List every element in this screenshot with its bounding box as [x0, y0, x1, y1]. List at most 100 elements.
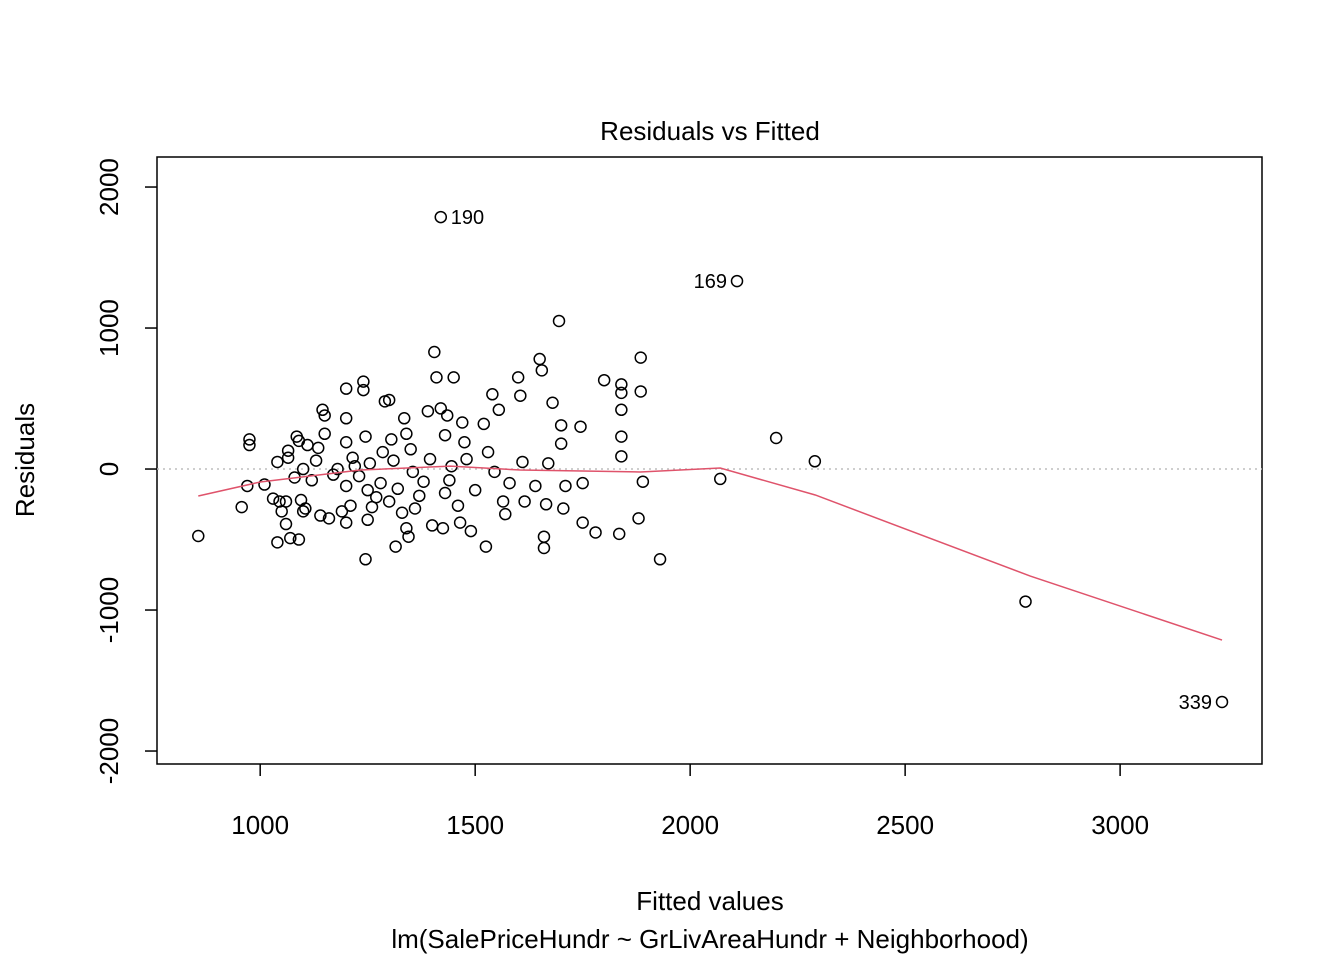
plot-frame — [156, 156, 1263, 765]
point — [434, 210, 448, 224]
point — [713, 472, 727, 486]
point — [574, 420, 587, 433]
point — [339, 435, 353, 449]
point — [359, 430, 372, 443]
point — [395, 506, 409, 519]
point — [634, 385, 647, 398]
point — [615, 430, 628, 443]
point — [496, 495, 510, 508]
x-axis-title: Fitted values — [636, 886, 783, 916]
point — [503, 476, 516, 490]
point-label: 339 — [1179, 692, 1212, 714]
point — [301, 438, 314, 452]
point — [235, 500, 248, 514]
point — [243, 438, 256, 452]
point — [359, 553, 372, 566]
point — [615, 450, 628, 463]
point — [357, 375, 370, 388]
point — [346, 451, 359, 465]
point — [425, 519, 439, 532]
point — [516, 455, 529, 469]
y-tick-label: 0 — [94, 462, 124, 476]
point — [460, 452, 473, 466]
point — [357, 383, 370, 397]
point — [335, 505, 349, 518]
point — [576, 476, 589, 490]
point — [339, 516, 353, 529]
point — [331, 462, 344, 476]
point — [653, 553, 667, 566]
point — [397, 412, 411, 425]
point — [477, 417, 491, 431]
point — [271, 536, 284, 549]
point — [458, 435, 471, 449]
point — [576, 516, 589, 529]
y-tick-label: 2000 — [94, 158, 124, 216]
point — [468, 483, 482, 497]
point — [514, 389, 527, 402]
point — [546, 396, 559, 410]
point — [423, 452, 437, 466]
point — [808, 455, 822, 468]
point — [589, 526, 602, 539]
point — [443, 474, 456, 487]
point — [456, 416, 469, 429]
point — [284, 531, 297, 545]
point — [453, 516, 467, 529]
point — [389, 540, 402, 553]
point — [339, 479, 353, 493]
point — [292, 533, 306, 546]
point — [299, 502, 312, 515]
point — [363, 457, 377, 470]
point — [400, 521, 413, 535]
point — [374, 476, 387, 490]
point — [408, 502, 422, 515]
point — [382, 495, 396, 508]
point — [539, 498, 553, 511]
point — [464, 524, 478, 538]
point — [339, 382, 353, 395]
point — [730, 274, 744, 288]
point — [436, 521, 450, 535]
point — [537, 530, 551, 543]
point — [533, 352, 546, 366]
point — [440, 409, 454, 422]
point — [511, 371, 525, 384]
point — [352, 469, 366, 483]
point — [1215, 695, 1229, 709]
point — [281, 451, 295, 465]
point-label: 190 — [451, 207, 484, 229]
point — [385, 433, 398, 446]
x-tick-label: 2000 — [661, 810, 719, 840]
point — [481, 445, 495, 459]
point — [296, 462, 310, 476]
y-tick-label: -1000 — [94, 577, 124, 644]
point — [438, 486, 452, 500]
point — [535, 364, 549, 377]
point — [279, 517, 293, 531]
point — [391, 482, 405, 496]
point — [559, 479, 572, 493]
point — [318, 409, 331, 422]
point — [361, 483, 374, 497]
point — [311, 441, 325, 455]
point — [192, 529, 205, 543]
point — [451, 499, 465, 512]
point — [279, 495, 293, 508]
point — [266, 492, 280, 505]
point — [273, 495, 286, 508]
point — [376, 445, 389, 459]
point — [552, 314, 566, 328]
point — [344, 499, 357, 512]
point — [615, 403, 628, 417]
point — [632, 512, 645, 525]
point — [488, 465, 501, 479]
point — [518, 495, 531, 508]
point — [258, 478, 271, 491]
point — [636, 475, 650, 488]
subtitle: lm(SalePriceHundr ~ GrLivAreaHundr + Nei… — [391, 924, 1028, 954]
point — [271, 455, 284, 469]
point — [281, 444, 295, 457]
point — [486, 388, 499, 401]
point — [339, 412, 353, 425]
